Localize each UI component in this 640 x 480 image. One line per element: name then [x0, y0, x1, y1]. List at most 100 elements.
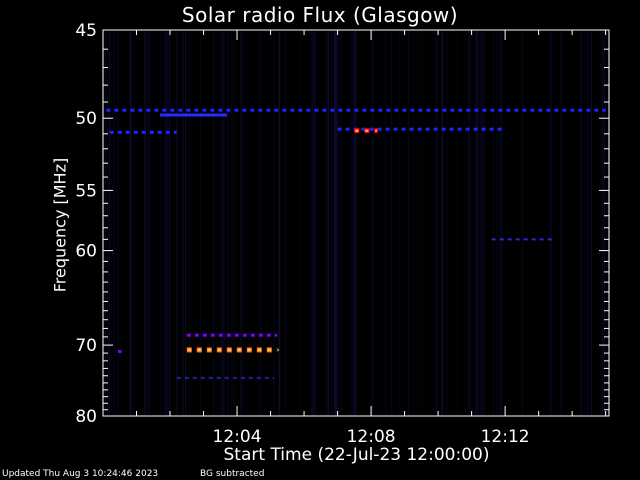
band-segment — [547, 238, 552, 241]
band-segment — [426, 108, 431, 112]
noise-streak — [470, 31, 472, 415]
noise-streak — [411, 31, 413, 415]
noise-streak — [550, 31, 552, 415]
noise-streak — [144, 31, 146, 415]
band-segment — [218, 108, 223, 112]
band-core — [375, 129, 377, 132]
noise-streak — [338, 31, 340, 415]
noise-streak — [130, 31, 132, 415]
noise-streak — [145, 31, 146, 415]
band-core — [277, 348, 279, 351]
band-segment — [210, 108, 215, 112]
band-segment — [418, 108, 423, 112]
band-segment — [466, 108, 471, 112]
noise-streak — [331, 31, 333, 415]
emission-band-59 — [491, 238, 552, 241]
y-axis-label: Frequency [MHz] — [50, 157, 70, 293]
band-segment — [114, 108, 119, 112]
noise-streak — [243, 31, 245, 415]
band-segment — [210, 333, 215, 337]
band-segment — [531, 238, 536, 241]
noise-streak — [538, 31, 540, 415]
band-segment — [522, 108, 527, 112]
band-core — [207, 348, 211, 351]
noise-streak — [475, 31, 477, 415]
noise-streak — [584, 31, 586, 415]
noise-streak — [477, 31, 479, 415]
band-core — [355, 129, 359, 132]
band-segment — [497, 127, 502, 131]
band-segment — [338, 108, 343, 112]
noise-streak — [335, 31, 337, 415]
noise-streak — [550, 31, 552, 415]
band-segment — [266, 333, 271, 337]
noise-streak — [441, 31, 443, 415]
band-core — [197, 348, 201, 351]
band-segment — [401, 127, 406, 131]
band-segment — [234, 108, 239, 112]
noise-streak — [579, 31, 581, 415]
noise-streak — [468, 31, 470, 415]
band-segment — [125, 130, 130, 134]
band-segment — [192, 376, 197, 379]
noise-streak — [182, 31, 184, 415]
noise-streak — [493, 31, 494, 415]
noise-streak — [159, 31, 161, 415]
band-segment — [345, 127, 350, 131]
noise-streak — [407, 31, 409, 415]
noise-streak — [436, 31, 438, 415]
band-segment — [425, 127, 430, 131]
band-segment — [146, 108, 151, 112]
band-segment — [274, 108, 279, 112]
band-segment — [306, 108, 311, 112]
noise-streak — [602, 31, 604, 415]
y-tick-label: 70 — [75, 336, 97, 356]
band-segment — [369, 127, 374, 131]
band-segment — [458, 108, 463, 112]
noise-streak — [521, 31, 523, 415]
noise-streak — [146, 31, 148, 415]
band-segment — [157, 130, 162, 134]
band-core — [237, 348, 241, 351]
noise-streak — [223, 31, 225, 415]
noise-streak — [147, 31, 149, 415]
plot-frame — [102, 29, 610, 417]
band-segment — [330, 108, 335, 112]
noise-streak — [188, 31, 190, 415]
noise-streak — [485, 31, 487, 415]
noise-streak — [336, 31, 338, 415]
updated-timestamp: Updated Thu Aug 3 10:24:46 2023 — [2, 469, 159, 479]
band-segment — [507, 238, 512, 241]
noise-streak — [213, 31, 214, 415]
band-segment — [523, 238, 528, 241]
noise-streak — [456, 31, 458, 415]
noise-streak — [133, 31, 135, 415]
band-segment — [474, 108, 479, 112]
band-segment — [202, 333, 207, 337]
noise-streak — [481, 31, 483, 415]
band-segment — [170, 108, 175, 112]
noise-streak — [327, 31, 329, 415]
noise-streak — [468, 31, 470, 415]
noise-streak — [176, 31, 177, 415]
band-segment — [410, 108, 415, 112]
band-segment — [258, 333, 263, 337]
noise-streak — [109, 31, 111, 415]
emission-burst-50.8 — [354, 128, 378, 134]
band-segment — [159, 113, 227, 117]
x-tick-label: 12:12 — [481, 427, 530, 447]
band-segment — [385, 127, 390, 131]
noise-streak — [271, 31, 272, 415]
noise-streak — [273, 31, 275, 415]
noise-streak — [587, 31, 589, 415]
noise-streak — [217, 31, 219, 415]
noise-streak — [581, 31, 583, 415]
noise-streak — [398, 31, 400, 415]
noise-streak — [165, 31, 167, 415]
noise-streak — [148, 31, 150, 415]
noise-streak — [230, 31, 232, 415]
noise-streak — [480, 31, 482, 415]
band-segment — [554, 108, 559, 112]
band-segment — [276, 347, 278, 353]
emission-band-49.5 — [106, 108, 606, 112]
